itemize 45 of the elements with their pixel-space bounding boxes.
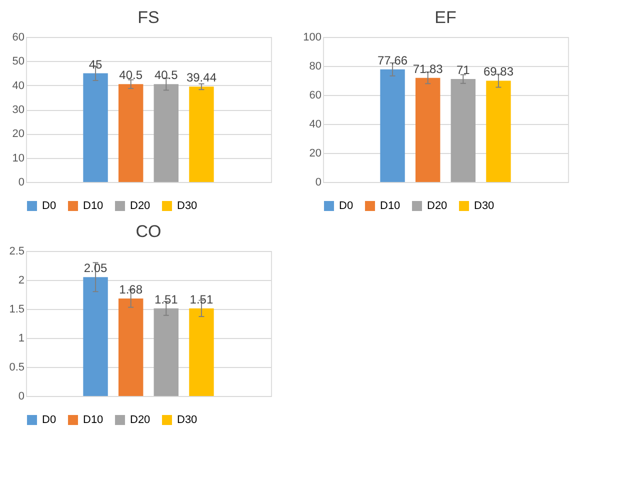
y-tick-label: 2 bbox=[18, 274, 24, 286]
y-tick-label: 10 bbox=[12, 152, 24, 164]
y-tick-label: 40 bbox=[12, 80, 24, 92]
y-tick-label: 0.5 bbox=[9, 362, 24, 374]
data-label: 40.5 bbox=[154, 68, 178, 82]
y-tick-label: 2.5 bbox=[9, 246, 24, 258]
y-tick-label: 60 bbox=[309, 90, 322, 102]
data-label: 40.5 bbox=[119, 68, 143, 82]
y-tick-label: 0 bbox=[315, 176, 322, 188]
chart-title: EF bbox=[434, 8, 456, 27]
y-tick-label: 1 bbox=[18, 332, 24, 344]
y-tick-label: 20 bbox=[12, 128, 24, 140]
legend-label: D0 bbox=[42, 200, 56, 212]
legend-label: D20 bbox=[130, 200, 150, 212]
y-tick-label: 40 bbox=[309, 118, 322, 130]
data-label: 69.83 bbox=[483, 64, 514, 79]
y-tick-label: 80 bbox=[309, 60, 322, 72]
y-tick-label: 1.5 bbox=[9, 304, 24, 316]
chart-title: FS bbox=[138, 8, 160, 27]
chart-title: CO bbox=[136, 222, 162, 241]
data-label: 71.83 bbox=[412, 62, 444, 76]
legend-label: D20 bbox=[130, 414, 150, 426]
data-label: 77.66 bbox=[378, 53, 408, 68]
legend-label: D30 bbox=[177, 200, 198, 212]
legend-label: D0 bbox=[42, 414, 56, 426]
legend-label: D10 bbox=[83, 414, 104, 426]
y-tick-label: 100 bbox=[303, 32, 322, 44]
legend-label: D10 bbox=[380, 200, 400, 212]
data-label: 71 bbox=[456, 63, 470, 78]
legend-label: D20 bbox=[427, 200, 448, 212]
legend-label: D30 bbox=[177, 414, 198, 426]
y-tick-label: 0 bbox=[18, 390, 24, 402]
legend-label: D10 bbox=[83, 200, 104, 212]
data-label: 39.44 bbox=[186, 70, 217, 85]
y-tick-label: 0 bbox=[18, 176, 24, 188]
y-tick-label: 50 bbox=[12, 56, 24, 68]
y-tick-label: 30 bbox=[12, 104, 24, 116]
y-tick-label: 60 bbox=[12, 32, 24, 44]
data-label: 1.51 bbox=[154, 292, 178, 306]
legend-label: D30 bbox=[474, 200, 494, 212]
data-label: 1.51 bbox=[190, 292, 214, 306]
data-label: 1.68 bbox=[119, 282, 143, 297]
data-label: 45 bbox=[88, 57, 103, 72]
legend-label: D0 bbox=[339, 200, 354, 212]
y-tick-label: 20 bbox=[309, 148, 322, 160]
